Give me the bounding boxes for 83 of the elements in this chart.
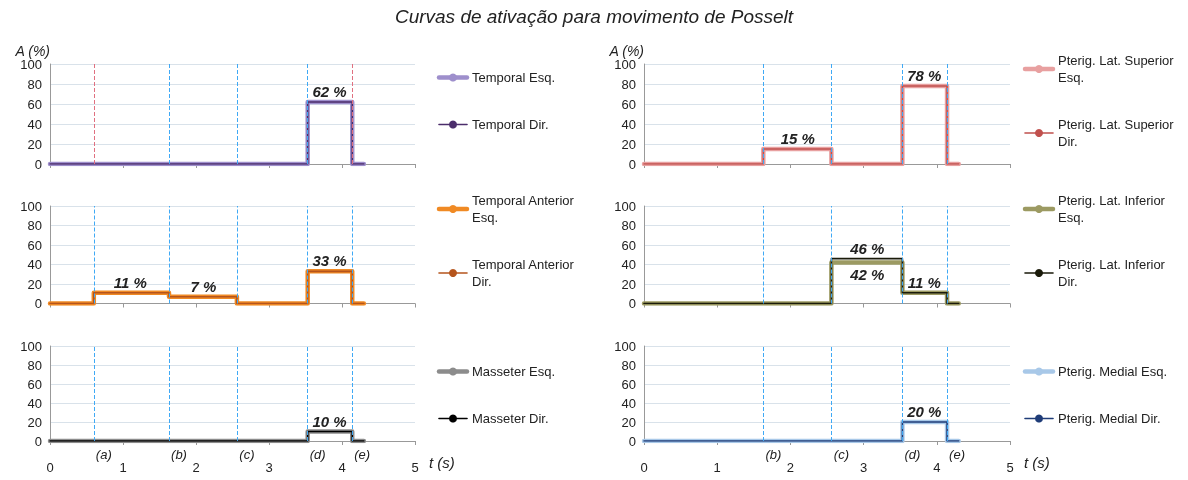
legend-label: Temporal Anterior Esq. bbox=[472, 193, 578, 225]
x-tick-label: 1 bbox=[119, 460, 127, 475]
annotation: 7 % bbox=[190, 277, 217, 295]
ref-line-label: (e) bbox=[949, 447, 965, 462]
y-tick-label: 80 bbox=[621, 76, 636, 92]
annotation: 11 % bbox=[907, 273, 941, 291]
y-tick-label: 20 bbox=[621, 136, 636, 152]
legend-label: Pterig. Medial Dir. bbox=[1058, 411, 1161, 426]
x-tick-label: 3 bbox=[859, 460, 868, 475]
legend-label: Temporal Dir. bbox=[472, 117, 549, 132]
y-tick-label: 80 bbox=[621, 218, 636, 233]
ref-line-label: (e) bbox=[354, 447, 371, 462]
legend-label: Pterig. Lat. Inferior Dir. bbox=[1058, 257, 1169, 289]
y-axis-title: A (%) bbox=[608, 42, 644, 59]
x-tick-label: 3 bbox=[265, 460, 273, 475]
y-tick-label: 40 bbox=[621, 116, 636, 132]
ref-line-label: (c) bbox=[833, 447, 849, 462]
y-tick-label: 80 bbox=[27, 218, 42, 233]
y-tick-label: 20 bbox=[27, 414, 42, 430]
y-axis-title: A (%) bbox=[14, 42, 50, 59]
annotation: 62 % bbox=[312, 83, 347, 100]
y-tick-label: 60 bbox=[621, 376, 636, 392]
legend-label: Temporal Esq. bbox=[472, 70, 556, 85]
x-tick-label: 1 bbox=[713, 460, 721, 475]
y-tick-label: 100 bbox=[20, 338, 42, 354]
y-tick-label: 0 bbox=[628, 156, 636, 172]
x-tick-label: 2 bbox=[192, 460, 200, 475]
y-tick-label: 20 bbox=[621, 276, 636, 292]
y-tick-label: 20 bbox=[27, 136, 42, 152]
y-tick-label: 80 bbox=[27, 357, 42, 373]
annotation: 10 % bbox=[312, 412, 347, 430]
legend-label: Pterig. Lat. Inferior Esq. bbox=[1058, 193, 1169, 225]
x-tick-label: 4 bbox=[338, 460, 346, 475]
y-tick-label: 0 bbox=[34, 156, 42, 172]
ref-line-label: (b) bbox=[171, 447, 187, 462]
annotation: 33 % bbox=[312, 252, 347, 270]
annotation: 78 % bbox=[907, 67, 942, 84]
x-tick-label: 0 bbox=[640, 460, 648, 475]
y-tick-label: 80 bbox=[621, 357, 636, 373]
y-tick-label: 40 bbox=[27, 395, 42, 411]
annotation: 46 % bbox=[849, 239, 885, 257]
y-tick-label: 40 bbox=[621, 257, 636, 272]
annotation: 15 % bbox=[780, 130, 815, 147]
y-tick-label: 0 bbox=[628, 296, 636, 311]
legend-label: Pterig. Lat. Superior Dir. bbox=[1058, 117, 1178, 149]
annotation: 20 % bbox=[906, 403, 942, 420]
y-tick-label: 0 bbox=[34, 433, 42, 449]
ref-line-label: (d) bbox=[309, 447, 326, 462]
y-tick-label: 100 bbox=[614, 198, 636, 214]
legend-label: Pterig. Lat. Superior Esq. bbox=[1058, 53, 1178, 85]
y-tick-label: 20 bbox=[621, 414, 636, 430]
x-axis-title: t (s) bbox=[1024, 454, 1050, 471]
y-tick-label: 40 bbox=[27, 116, 42, 132]
ref-line-label: (c) bbox=[239, 447, 255, 462]
y-tick-label: 60 bbox=[27, 237, 42, 253]
ref-line-label: (a) bbox=[95, 447, 112, 462]
y-tick-label: 60 bbox=[621, 237, 636, 253]
y-tick-label: 60 bbox=[27, 96, 42, 112]
x-tick-label: 4 bbox=[933, 460, 941, 475]
legend-label: Pterig. Medial Esq. bbox=[1058, 364, 1168, 379]
x-tick-label: 5 bbox=[1006, 460, 1014, 475]
y-tick-label: 60 bbox=[621, 96, 636, 112]
x-tick-label: 2 bbox=[786, 460, 795, 475]
y-tick-label: 60 bbox=[27, 376, 42, 392]
y-tick-label: 80 bbox=[27, 76, 42, 92]
ref-line-label: (d) bbox=[904, 447, 921, 462]
y-tick-label: 20 bbox=[27, 276, 42, 292]
y-tick-label: 100 bbox=[20, 198, 42, 214]
text: Curvas de ativação para movimento de Posselt bbox=[393, 6, 795, 28]
x-axis-title: t (s) bbox=[429, 454, 455, 471]
legend-label: Masseter Esq. bbox=[472, 364, 556, 379]
legend-label: Temporal Anterior Dir. bbox=[472, 257, 578, 289]
y-tick-label: 0 bbox=[34, 296, 42, 311]
y-tick-label: 40 bbox=[27, 257, 42, 272]
annotation: 11 % bbox=[113, 273, 147, 291]
x-tick-label: 5 bbox=[411, 460, 419, 475]
legend-label: Masseter Dir. bbox=[472, 411, 549, 426]
y-tick-label: 40 bbox=[621, 395, 636, 411]
ref-line-label: (b) bbox=[765, 447, 782, 462]
y-tick-label: 100 bbox=[614, 338, 636, 354]
x-tick-label: 0 bbox=[46, 460, 54, 475]
annotation: 42 % bbox=[849, 265, 885, 283]
y-tick-label: 0 bbox=[628, 433, 636, 449]
